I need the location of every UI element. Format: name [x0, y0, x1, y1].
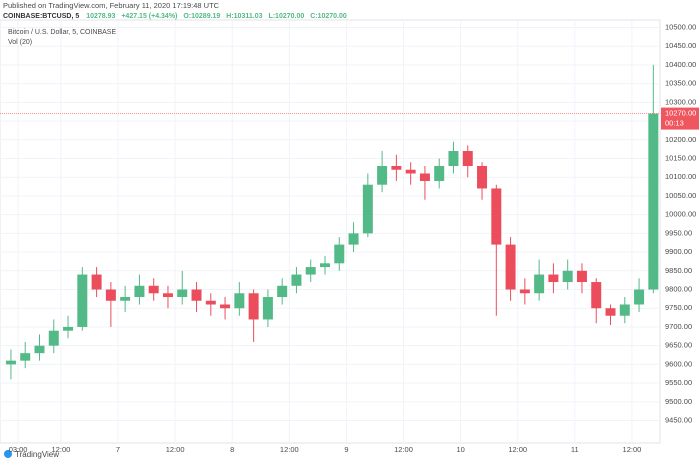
- y-tick-label: 9750.00: [665, 303, 692, 312]
- candle-body: [491, 188, 502, 245]
- candles: [5, 64, 659, 380]
- candle-body: [134, 285, 145, 298]
- countdown: 00:13: [665, 119, 684, 128]
- candle-body: [348, 233, 359, 245]
- y-tick-label: 10500.00: [665, 22, 696, 31]
- logo: [4, 450, 12, 458]
- x-tick-label: 11: [571, 445, 579, 454]
- candle-body: [562, 270, 573, 283]
- x-tick-label: 8: [230, 445, 234, 454]
- candle-body: [120, 297, 131, 301]
- grid: [0, 20, 660, 443]
- y-tick-label: 10200.00: [665, 135, 696, 144]
- candle-body: [105, 289, 116, 301]
- y-tick-label: 10150.00: [665, 153, 696, 162]
- candle-body: [91, 274, 102, 290]
- candle-body: [519, 289, 530, 294]
- candle-body: [634, 289, 645, 305]
- candle-body: [34, 345, 45, 354]
- open: O:10289.19: [183, 13, 220, 20]
- candle-body: [419, 173, 430, 181]
- x-tick-label: 12:00: [280, 445, 299, 454]
- x-tick-label: 10: [456, 445, 464, 454]
- candle-body: [220, 304, 231, 309]
- candle-body: [434, 165, 445, 181]
- candle-body: [20, 353, 31, 361]
- x-tick-label: 7: [116, 445, 120, 454]
- candle-body: [77, 274, 88, 327]
- candle-body: [320, 263, 330, 268]
- y-tick-label: 9850.00: [665, 266, 692, 275]
- candle-body: [576, 270, 587, 283]
- candle-body: [191, 289, 202, 301]
- candle-body: [148, 285, 159, 294]
- y-tick-label: 9650.00: [665, 341, 692, 350]
- candle-body: [362, 184, 373, 234]
- candle-body: [377, 165, 388, 185]
- candle-body: [648, 113, 659, 290]
- y-tick-label: 9900.00: [665, 247, 692, 256]
- x-tick-label: 12:00: [52, 445, 71, 454]
- candle-body: [405, 169, 416, 174]
- x-tick-label: 12:00: [166, 445, 185, 454]
- last: 10278.93: [86, 13, 115, 20]
- plot-frame: [0, 19, 661, 444]
- candle-body: [534, 274, 545, 294]
- candle-body: [391, 165, 402, 170]
- last-price-box: [661, 107, 699, 130]
- y-tick-label: 9450.00: [665, 416, 692, 425]
- last-price-label: 10270.00: [665, 109, 696, 118]
- candle-body: [205, 300, 216, 305]
- candle-body: [477, 165, 488, 189]
- candle-body: [177, 289, 188, 298]
- footer: TradingView: [15, 450, 59, 459]
- y-tick-label: 9550.00: [665, 378, 692, 387]
- candle-body: [234, 293, 245, 309]
- x-tick-label: 9: [344, 445, 348, 454]
- change: +427.15 (+4.34%): [121, 13, 177, 20]
- published-note: Published on TradingView.com, February 1…: [3, 1, 220, 10]
- candle-body: [505, 244, 516, 290]
- legend-symbol: Bitcoin / U.S. Dollar, 5, COINBASE: [8, 29, 116, 36]
- candle-body: [248, 293, 259, 320]
- close: C:10270.00: [310, 13, 347, 20]
- y-tick-label: 10000.00: [665, 210, 696, 219]
- y-tick-label: 9600.00: [665, 359, 692, 368]
- y-tick-label: 9800.00: [665, 285, 692, 294]
- y-tick-label: 10300.00: [665, 97, 696, 106]
- low: L:10270.00: [268, 13, 304, 20]
- y-tick-label: 10100.00: [665, 172, 696, 181]
- high: H:10311.03: [226, 13, 262, 20]
- candle-body: [605, 308, 616, 316]
- y-tick-label: 9700.00: [665, 322, 692, 331]
- symbol: COINBASE:BTCUSD, 5: [3, 13, 79, 20]
- x-tick-label: 12:00: [623, 445, 642, 454]
- candle-body: [277, 285, 288, 298]
- candle-body: [548, 274, 559, 283]
- candle-body: [48, 330, 59, 346]
- candle-body: [291, 274, 302, 286]
- svg-text:COINBASE:BTCUSD, 5 10278.9: COINBASE:BTCUSD, 5 10278.93 +427.15 (+4.…: [3, 13, 347, 20]
- candle-body: [334, 244, 345, 264]
- candle-body: [63, 326, 74, 331]
- y-tick-label: 10450.00: [665, 41, 696, 50]
- candle-body: [591, 282, 602, 309]
- y-tick-label: 9500.00: [665, 397, 692, 406]
- x-tick-label: 12:00: [394, 445, 413, 454]
- candle-body: [619, 304, 630, 316]
- candle-body: [162, 293, 173, 298]
- x-tick-label: 03:00: [9, 445, 28, 454]
- y-tick-label: 10350.00: [665, 79, 696, 88]
- candle-body: [5, 360, 16, 365]
- candle-body: [262, 297, 273, 320]
- candle-body: [462, 151, 473, 166]
- candle-body: [448, 151, 459, 166]
- x-tick-label: 12:00: [508, 445, 527, 454]
- legend-volume: Vol (20): [8, 39, 32, 46]
- y-tick-label: 10400.00: [665, 60, 696, 69]
- y-tick-label: 9950.00: [665, 228, 692, 237]
- y-tick-label: 10050.00: [665, 191, 696, 200]
- candle-body: [305, 267, 316, 275]
